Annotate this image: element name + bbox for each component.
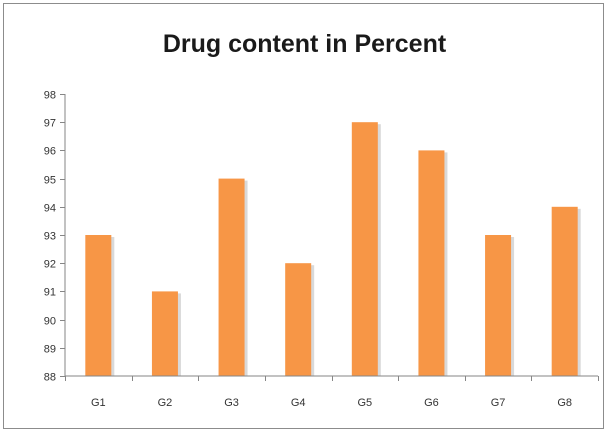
x-tick-label: G8 (557, 397, 572, 409)
x-tick-label: G5 (357, 397, 372, 409)
bar-g8 (551, 206, 578, 376)
y-tick-label: 97 (44, 118, 56, 130)
bar-g4 (285, 263, 312, 376)
bar-g1 (85, 235, 112, 376)
y-tick-label: 94 (44, 203, 56, 215)
y-tick-label: 88 (44, 372, 56, 384)
x-tick-label: G6 (424, 397, 439, 409)
x-tick-label: G3 (224, 397, 239, 409)
y-tick-label: 90 (44, 316, 56, 328)
x-tick-label: G7 (491, 397, 506, 409)
y-tick-label: 98 (44, 90, 56, 102)
x-tick-label: G1 (91, 397, 106, 409)
bar-g2 (151, 291, 178, 376)
bar-g7 (485, 235, 512, 376)
y-tick-label: 89 (44, 344, 56, 356)
chart-title: Drug content in Percent (162, 30, 447, 58)
y-tick-label: 96 (44, 146, 56, 158)
labels-layer: 88 89 90 91 92 93 94 95 96 97 98 G1 G2 G3 G4 G5 G6 G7 G8 (44, 90, 572, 410)
bar-g5 (351, 122, 378, 376)
x-tick-label: G4 (291, 397, 306, 409)
y-tick-label: 92 (44, 259, 56, 271)
y-tick-label: 91 (44, 287, 56, 299)
bar-g3 (218, 178, 245, 376)
bars-layer (85, 122, 581, 376)
bar-g6 (418, 150, 445, 376)
y-tick-label: 93 (44, 231, 56, 243)
axes-layer (60, 94, 599, 381)
x-tick-label: G2 (158, 397, 173, 409)
y-tick-label: 95 (44, 175, 56, 187)
